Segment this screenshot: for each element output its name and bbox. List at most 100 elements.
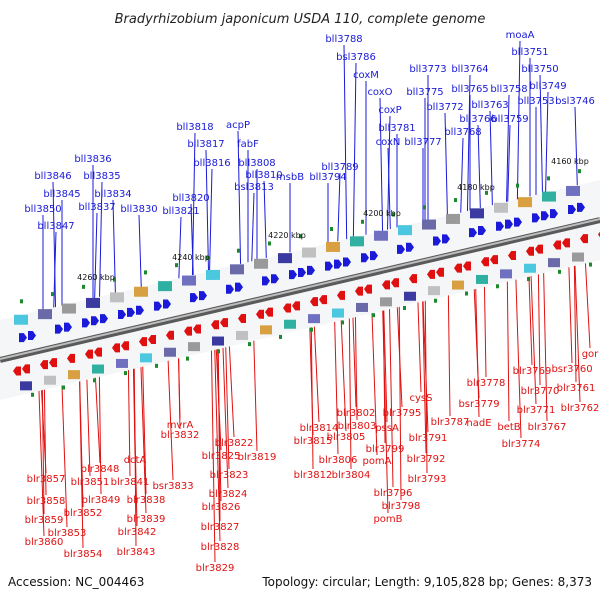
reverse-gene-label: blr3793: [408, 474, 447, 485]
reverse-gene-label: blr3859: [25, 515, 64, 526]
forward-gene-arrow: [118, 309, 126, 319]
reverse-gene-label: blr3795: [383, 408, 422, 419]
reverse-gene-leader: [381, 282, 389, 514]
forward-gene-label: bll3846: [34, 171, 71, 182]
reverse-gene-label: blr3761: [557, 383, 596, 394]
reverse-gene-leader: [514, 251, 522, 439]
forward-gene-leader: [191, 132, 196, 300]
forward-gene-label: bsl3813: [234, 182, 274, 193]
forward-gene-leader: [516, 40, 521, 224]
reverse-gene-label: blr3827: [201, 522, 240, 533]
domain-block: [308, 314, 320, 324]
forward-gene-arrow: [235, 282, 243, 292]
forward-gene-arrow: [262, 276, 270, 286]
reverse-gene-label: blr3824: [209, 489, 248, 500]
forward-gene-label: msbB: [276, 172, 304, 183]
forward-gene-arrow: [334, 259, 342, 269]
feature-marker: [372, 313, 375, 318]
scale-tick-label: 4180 kbp: [457, 183, 495, 192]
reverse-gene-label: pomA: [362, 456, 391, 467]
reverse-gene-arrow: [310, 297, 318, 307]
domain-block: [116, 358, 128, 368]
forward-gene-label: bll3788: [325, 34, 362, 45]
forward-gene-label: bll3808: [238, 158, 275, 169]
domain-block: [92, 364, 104, 374]
forward-gene-label: fabF: [237, 139, 259, 150]
forward-gene-label: bll3775: [406, 87, 443, 98]
reverse-gene-arrow: [40, 360, 48, 370]
forward-gene-label: bll3781: [378, 123, 415, 134]
feature-marker: [186, 356, 189, 361]
feature-marker: [155, 363, 158, 368]
feature-marker: [248, 342, 251, 347]
domain-block: [542, 191, 556, 202]
forward-gene-label: bll3749: [529, 81, 566, 92]
feature-marker: [485, 190, 488, 195]
accession: Accession: NC_004463: [8, 575, 144, 589]
forward-gene-label: bll3764: [451, 64, 488, 75]
feature-marker: [20, 299, 23, 304]
reverse-gene-arrow: [292, 301, 300, 311]
reverse-gene-label: blr3849: [82, 495, 121, 506]
reverse-gene-arrow: [256, 309, 264, 319]
reverse-gene-label: blr3805: [327, 432, 366, 443]
reverse-gene-arrow: [112, 343, 120, 353]
reverse-gene-label: blr3829: [196, 563, 235, 574]
feature-marker: [341, 320, 344, 325]
domain-block: [260, 325, 272, 335]
genome-summary: Topology: circular; Length: 9,105,828 bp…: [261, 575, 592, 589]
forward-gene-label: bll3750: [521, 64, 558, 75]
reverse-gene-arrow: [526, 246, 534, 256]
reverse-gene-leader: [213, 322, 221, 542]
domain-block: [374, 230, 388, 241]
domain-block: [446, 213, 460, 224]
forward-gene-arrow: [271, 274, 279, 284]
feature-marker: [558, 269, 561, 274]
reverse-gene-leader: [348, 290, 352, 470]
forward-gene-label: bsl3786: [336, 52, 376, 63]
reverse-gene-label: blr3774: [502, 439, 541, 450]
domain-block: [212, 336, 224, 346]
reverse-gene-label: blr3803: [338, 421, 377, 432]
forward-gene-leader: [352, 62, 357, 262]
reverse-gene-label: blr3804: [332, 470, 371, 481]
forward-gene-arrow: [397, 244, 405, 254]
reverse-gene-label: gor: [582, 349, 599, 360]
forward-gene-arrow: [361, 253, 369, 263]
domain-block: [278, 253, 292, 264]
reverse-gene-leader: [388, 281, 394, 488]
domain-block: [518, 197, 532, 208]
reverse-gene-arrow: [166, 330, 174, 340]
domain-block: [110, 292, 124, 303]
scale-tick-label: 4240 kbp: [172, 253, 210, 262]
reverse-gene-label: blr3851: [71, 477, 110, 488]
reverse-gene-label: blr3815: [294, 436, 333, 447]
domain-block: [572, 252, 584, 262]
forward-gene-arrow: [289, 270, 297, 280]
domain-block: [68, 370, 80, 380]
forward-gene-arrow: [505, 219, 513, 229]
reverse-gene-leader: [424, 272, 428, 474]
feature-marker: [124, 371, 127, 376]
reverse-gene-arrow: [85, 349, 93, 359]
forward-gene-label: bll3765: [451, 84, 488, 95]
domain-block: [548, 258, 560, 268]
forward-gene-label: bll3816: [193, 158, 230, 169]
forward-gene-label: bll3759: [491, 114, 528, 125]
feature-marker: [516, 183, 519, 188]
reverse-gene-label: betB: [497, 422, 520, 433]
domain-block: [134, 286, 148, 297]
forward-gene-arrow: [469, 228, 477, 238]
reverse-gene-arrow: [184, 326, 192, 336]
forward-gene-arrow: [406, 242, 414, 252]
domain-block: [524, 263, 536, 273]
forward-gene-arrow: [343, 257, 351, 267]
domain-block: [494, 202, 508, 213]
forward-gene-arrow: [127, 307, 135, 317]
reverse-gene-label: cysS: [410, 393, 433, 404]
reverse-gene-arrow: [382, 280, 390, 290]
forward-gene-arrow: [442, 234, 450, 244]
domain-block: [20, 381, 32, 391]
scale-tick-label: 4160 kbp: [551, 157, 589, 166]
